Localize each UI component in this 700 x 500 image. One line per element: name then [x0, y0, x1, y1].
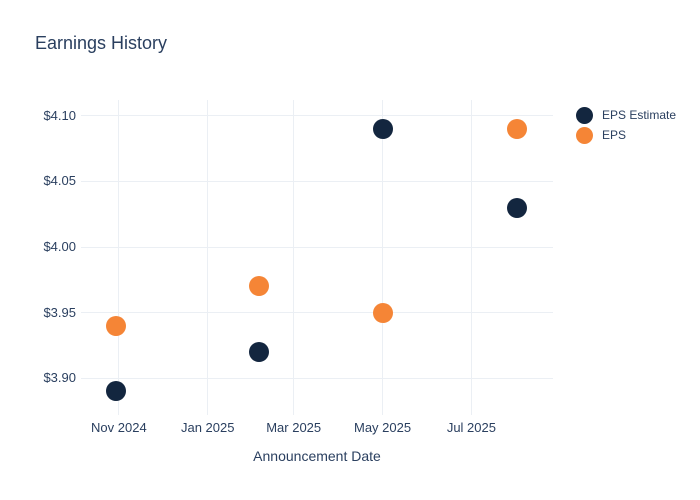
y-gridline: [81, 115, 553, 117]
y-gridline: [81, 246, 553, 248]
y-tick-label: $4.00: [43, 239, 76, 254]
x-gridline: [470, 100, 472, 415]
x-axis-title: Announcement Date: [253, 448, 381, 464]
x-gridline: [207, 100, 209, 415]
legend: EPS Estimate EPS: [576, 105, 676, 145]
eps-legend-marker-icon: [576, 126, 593, 144]
legend-item-eps[interactable]: EPS: [576, 125, 676, 145]
x-gridline: [118, 100, 120, 415]
eps-point[interactable]: [105, 315, 126, 336]
y-tick-label: $4.05: [43, 173, 76, 189]
eps-point[interactable]: [248, 276, 269, 297]
legend-item-label: EPS: [602, 128, 627, 142]
x-tick-label: Jul 2025: [446, 420, 496, 435]
x-gridline: [293, 100, 295, 415]
eps-estimate-point[interactable]: [506, 197, 527, 218]
eps-estimate-point[interactable]: [372, 118, 393, 139]
legend-item-label: EPS Estimate: [602, 108, 677, 122]
eps-point[interactable]: [506, 118, 527, 139]
x-tick-label: Mar 2025: [266, 420, 322, 435]
y-tick-label: $3.95: [43, 304, 76, 320]
y-gridline: [81, 377, 553, 379]
eps-estimate-legend-marker-icon: [576, 106, 593, 124]
x-tick-label: May 2025: [354, 420, 412, 435]
eps-estimate-point[interactable]: [248, 342, 269, 362]
x-gridline: [382, 100, 384, 415]
y-tick-label: $4.10: [43, 107, 76, 123]
eps-point[interactable]: [372, 302, 393, 323]
chart-title: Earnings History: [35, 33, 168, 53]
y-tick-label: $3.90: [43, 370, 76, 386]
x-tick-label: Nov 2024: [91, 420, 147, 435]
eps-estimate-point[interactable]: [105, 381, 126, 402]
y-gridline: [81, 312, 553, 314]
y-gridline: [81, 180, 553, 182]
legend-item-eps-estimate[interactable]: EPS Estimate: [576, 105, 676, 125]
x-tick-label: Jan 2025: [180, 420, 235, 435]
